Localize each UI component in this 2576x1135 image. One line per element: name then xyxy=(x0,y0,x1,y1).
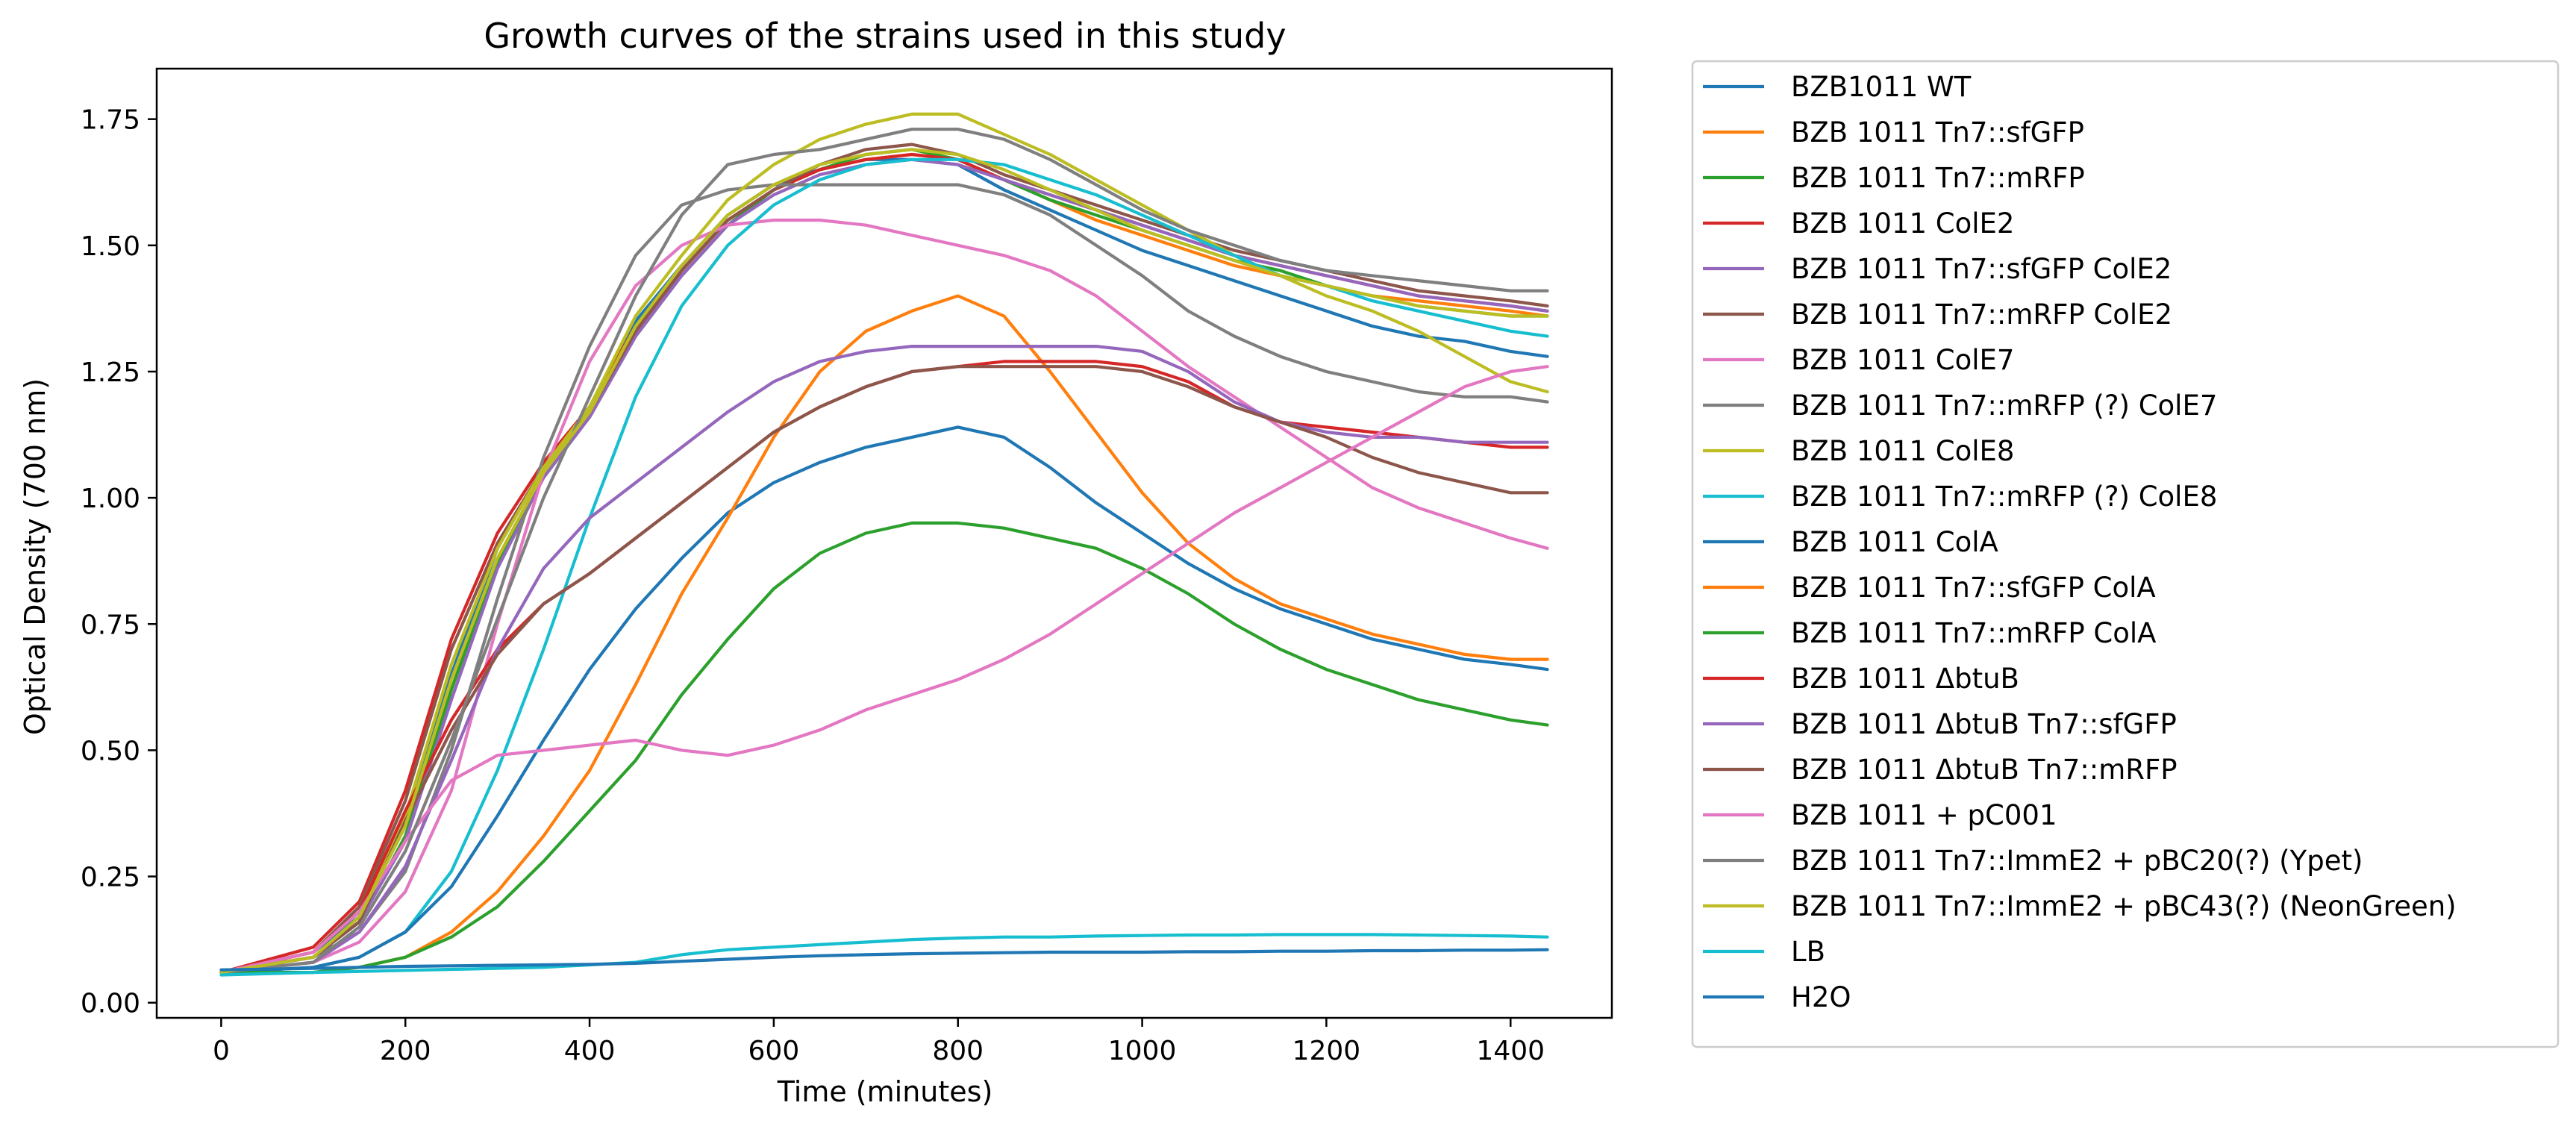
x-tick-label: 600 xyxy=(748,1036,800,1066)
axes-frame xyxy=(155,67,1613,1019)
legend-item: BZB 1011 Tn7::sfGFP ColA xyxy=(1703,572,2156,604)
legend-item: BZB1011 WT xyxy=(1703,71,1972,103)
legend-label: BZB 1011 Tn7::ImmE2 + pBC43(?) (NeonGree… xyxy=(1791,890,2457,922)
series-line-4 xyxy=(219,152,1549,975)
legend-label: BZB 1011 Tn7::mRFP ColE2 xyxy=(1791,298,2172,331)
x-tick-label: 400 xyxy=(564,1036,616,1066)
legend-label: BZB 1011 Tn7::mRFP (?) ColE7 xyxy=(1791,390,2217,422)
legend-label: LB xyxy=(1791,936,1825,968)
y-tick-label: 1.25 xyxy=(81,357,140,388)
legend-label: H2O xyxy=(1791,981,1851,1013)
legend-item: BZB 1011 Tn7::mRFP ColA xyxy=(1703,617,2157,649)
series-line-7 xyxy=(219,218,1549,975)
series-line-8 xyxy=(219,183,1549,975)
series-group xyxy=(219,112,1549,977)
legend-item: BZB 1011 ΔbtuB Tn7::mRFP xyxy=(1703,754,2178,786)
series-line-2 xyxy=(219,152,1549,975)
x-tick-label: 0 xyxy=(213,1036,230,1066)
series-line-12 xyxy=(219,294,1549,975)
y-tick-label: 0.50 xyxy=(81,736,140,766)
legend-item: BZB 1011 Tn7::mRFP (?) ColE8 xyxy=(1703,481,2217,513)
legend-item: BZB 1011 ColE7 xyxy=(1703,344,2014,376)
series-line-17 xyxy=(219,365,1549,975)
legend-item: BZB 1011 ColE8 xyxy=(1703,435,2014,467)
series-line-14 xyxy=(219,360,1549,975)
legend-label: BZB 1011 ΔbtuB Tn7::mRFP xyxy=(1791,754,2178,786)
legend-label: BZB 1011 ΔbtuB Tn7::sfGFP xyxy=(1791,708,2177,740)
legend-item: BZB 1011 Tn7::sfGFP xyxy=(1703,116,2084,148)
legend-item: BZB 1011 Tn7::mRFP ColE2 xyxy=(1703,298,2172,331)
legend-item: BZB 1011 Tn7::mRFP xyxy=(1703,162,2085,194)
legend-label: BZB 1011 ColE8 xyxy=(1791,435,2014,467)
x-tick-label: 800 xyxy=(932,1036,984,1066)
x-tick-label: 1400 xyxy=(1476,1036,1545,1066)
series-line-5 xyxy=(219,157,1549,975)
legend-item: BZB 1011 Tn7::mRFP (?) ColE7 xyxy=(1703,390,2217,422)
series-line-21 xyxy=(219,948,1549,972)
legend-item: BZB 1011 ΔbtuB Tn7::sfGFP xyxy=(1703,708,2177,740)
legend-label: BZB 1011 ColE2 xyxy=(1791,207,2014,240)
legend-label: BZB 1011 + pC001 xyxy=(1791,799,2057,831)
legend-label: BZB 1011 Tn7::mRFP (?) ColE8 xyxy=(1791,481,2217,513)
y-tick-label: 0.75 xyxy=(81,610,140,640)
legend-label: BZB 1011 Tn7::mRFP xyxy=(1791,162,2085,194)
y-tick-label: 1.50 xyxy=(81,231,140,262)
legend-label: BZB 1011 Tn7::sfGFP xyxy=(1791,116,2084,148)
chart-title: Growth curves of the strains used in thi… xyxy=(484,16,1286,56)
y-tick-label: 1.75 xyxy=(81,105,140,136)
series-line-11 xyxy=(219,425,1549,975)
legend-item: BZB 1011 ColA xyxy=(1703,526,1998,558)
legend-label: BZB 1011 Tn7::sfGFP ColE2 xyxy=(1791,253,2172,285)
legend-label: BZB 1011 Tn7::mRFP ColA xyxy=(1791,617,2157,649)
legend-label: BZB1011 WT xyxy=(1791,71,1972,103)
plot-area: 0 200 400 600 800 1000 1200 1400 0.00 0.25 0.50 0.7… xyxy=(81,67,1613,1066)
series-line-10 xyxy=(219,157,1549,975)
series-line-20 xyxy=(219,933,1549,977)
legend-item: BZB 1011 Tn7::sfGFP ColE2 xyxy=(1703,253,2172,285)
series-line-13 xyxy=(219,521,1549,975)
legend-label: BZB 1011 ColE7 xyxy=(1791,344,2014,376)
y-tick-label: 1.00 xyxy=(81,484,140,514)
series-line-9 xyxy=(219,112,1549,975)
series-line-19 xyxy=(219,148,1549,975)
legend-item: BZB 1011 Tn7::ImmE2 + pBC20(?) (Ypet) xyxy=(1703,845,2363,877)
x-tick-label: 1200 xyxy=(1292,1036,1361,1066)
legend-label: BZB 1011 Tn7::ImmE2 + pBC20(?) (Ypet) xyxy=(1791,845,2363,877)
legend-item: BZB 1011 ColE2 xyxy=(1703,207,2014,240)
legend-item: BZB 1011 ΔbtuB xyxy=(1703,663,2019,695)
legend-label: BZB 1011 ColA xyxy=(1791,526,1998,558)
series-line-18 xyxy=(219,128,1549,975)
x-tick-label: 1000 xyxy=(1108,1036,1177,1066)
series-line-6 xyxy=(219,143,1549,975)
legend-item: BZB 1011 + pC001 xyxy=(1703,799,2057,831)
legend-item: LB xyxy=(1703,936,1825,968)
y-axis-label: Optical Density (700 nm) xyxy=(19,378,51,735)
legend-box xyxy=(1691,60,2560,1048)
legend-label: BZB 1011 Tn7::sfGFP ColA xyxy=(1791,572,2156,604)
series-line-16 xyxy=(219,365,1549,975)
x-axis-label: Time (minutes) xyxy=(777,1075,993,1108)
series-line-15 xyxy=(219,345,1549,975)
legend-label: BZB 1011 ΔbtuB xyxy=(1791,663,2019,695)
y-tick-label: 0.00 xyxy=(81,989,140,1019)
x-tick-label: 200 xyxy=(380,1036,431,1066)
legend-item: H2O xyxy=(1703,981,1851,1013)
y-tick-label: 0.25 xyxy=(81,863,140,893)
legend-item: BZB 1011 Tn7::ImmE2 + pBC43(?) (NeonGree… xyxy=(1703,890,2457,922)
